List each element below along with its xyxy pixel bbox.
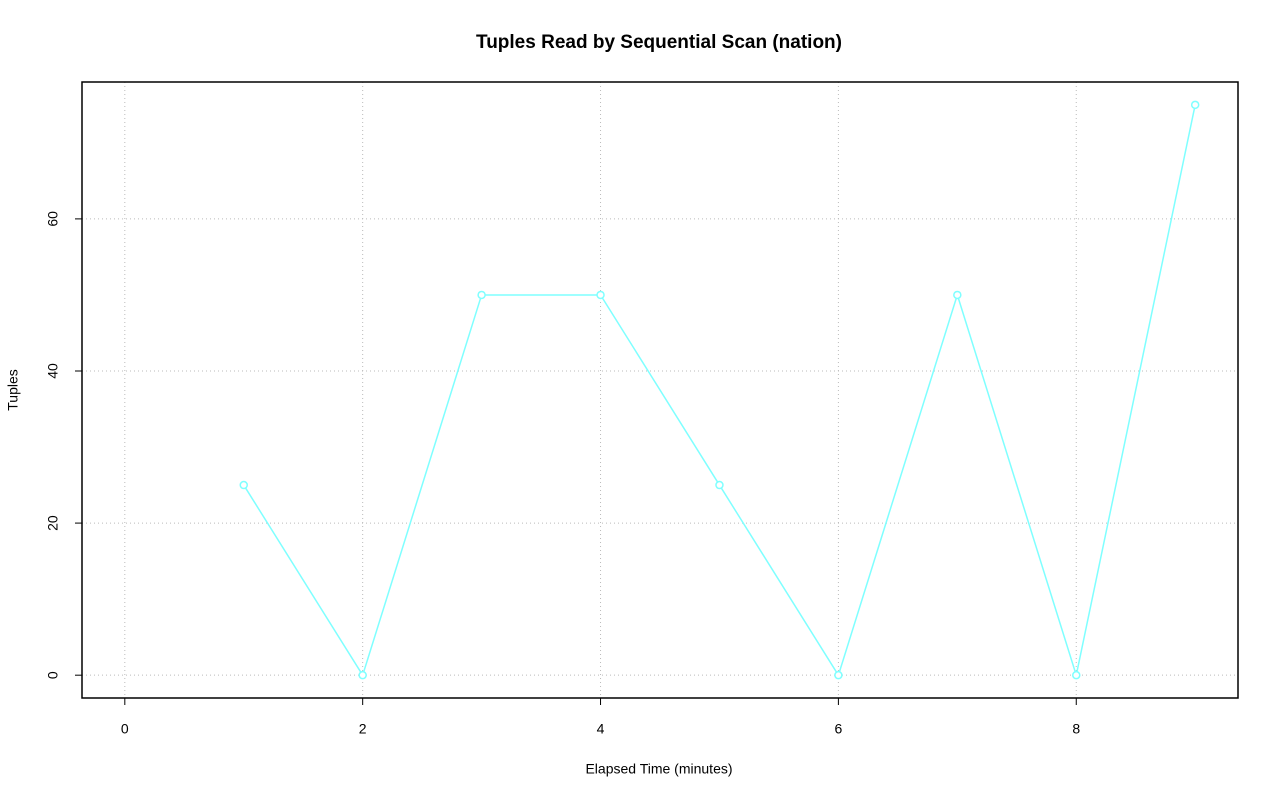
data-point bbox=[1072, 670, 1081, 680]
y-tick-label: 0 bbox=[45, 671, 61, 679]
y-axis-title: Tuples bbox=[5, 369, 21, 411]
y-tick-label: 20 bbox=[45, 515, 61, 531]
y-tick-label: 40 bbox=[45, 363, 61, 379]
data-point bbox=[1190, 100, 1200, 110]
y-tick-label: 60 bbox=[45, 211, 61, 227]
x-tick-label: 4 bbox=[597, 721, 605, 737]
data-point bbox=[715, 480, 724, 490]
chart-title: Tuples Read by Sequential Scan (nation) bbox=[476, 32, 842, 53]
data-point bbox=[358, 670, 367, 680]
data-point bbox=[834, 670, 843, 680]
data-point bbox=[239, 480, 248, 490]
x-axis-title: Elapsed Time (minutes) bbox=[585, 761, 732, 777]
x-tick-label: 6 bbox=[834, 721, 842, 737]
x-tick-label: 0 bbox=[121, 721, 129, 737]
x-tick-label: 2 bbox=[359, 721, 367, 737]
plot-frame bbox=[81, 81, 1239, 699]
x-tick-label: 8 bbox=[1072, 721, 1080, 737]
data-point bbox=[477, 290, 486, 300]
data-point bbox=[596, 290, 605, 300]
data-point bbox=[953, 290, 962, 300]
